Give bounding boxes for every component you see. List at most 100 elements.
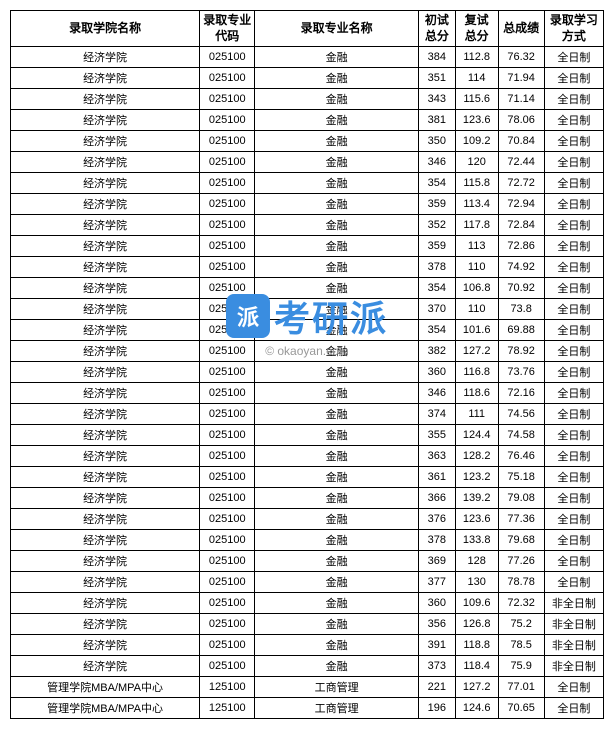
- table-header: 录取学院名称 录取专业代码 录取专业名称 初试总分 复试总分 总成绩 录取学习方…: [11, 11, 604, 47]
- table-row: 经济学院025100金融37811074.92全日制: [11, 257, 604, 278]
- cell-score2: 113: [455, 236, 498, 257]
- cell-score1: 354: [418, 173, 455, 194]
- cell-major: 金融: [255, 488, 419, 509]
- cell-code: 025100: [200, 509, 255, 530]
- cell-school: 经济学院: [11, 215, 200, 236]
- cell-code: 025100: [200, 656, 255, 677]
- table-row: 经济学院025100金融35111471.94全日制: [11, 68, 604, 89]
- cell-total: 78.78: [498, 572, 544, 593]
- cell-school: 经济学院: [11, 425, 200, 446]
- cell-school: 经济学院: [11, 68, 200, 89]
- cell-major: 金融: [255, 299, 419, 320]
- cell-major: 金融: [255, 404, 419, 425]
- cell-total: 69.88: [498, 320, 544, 341]
- cell-code: 125100: [200, 677, 255, 698]
- cell-code: 025100: [200, 593, 255, 614]
- cell-code: 025100: [200, 257, 255, 278]
- cell-school: 经济学院: [11, 89, 200, 110]
- cell-score2: 123.6: [455, 509, 498, 530]
- cell-mode: 全日制: [544, 110, 603, 131]
- cell-code: 025100: [200, 425, 255, 446]
- cell-score1: 391: [418, 635, 455, 656]
- cell-code: 025100: [200, 215, 255, 236]
- cell-score2: 109.6: [455, 593, 498, 614]
- cell-school: 经济学院: [11, 551, 200, 572]
- cell-total: 78.92: [498, 341, 544, 362]
- cell-mode: 全日制: [544, 257, 603, 278]
- table-row: 经济学院025100金融360109.672.32非全日制: [11, 593, 604, 614]
- cell-score1: 363: [418, 446, 455, 467]
- cell-total: 72.94: [498, 194, 544, 215]
- cell-score2: 120: [455, 152, 498, 173]
- cell-major: 金融: [255, 425, 419, 446]
- cell-mode: 全日制: [544, 152, 603, 173]
- cell-code: 025100: [200, 173, 255, 194]
- cell-major: 金融: [255, 656, 419, 677]
- cell-mode: 全日制: [544, 572, 603, 593]
- cell-score1: 359: [418, 194, 455, 215]
- cell-school: 经济学院: [11, 635, 200, 656]
- cell-school: 经济学院: [11, 278, 200, 299]
- cell-score2: 127.2: [455, 341, 498, 362]
- cell-major: 工商管理: [255, 677, 419, 698]
- cell-total: 73.76: [498, 362, 544, 383]
- cell-score1: 359: [418, 236, 455, 257]
- cell-code: 025100: [200, 572, 255, 593]
- cell-major: 金融: [255, 257, 419, 278]
- cell-mode: 全日制: [544, 530, 603, 551]
- cell-total: 79.08: [498, 488, 544, 509]
- table-row: 经济学院025100金融378133.879.68全日制: [11, 530, 604, 551]
- cell-score2: 111: [455, 404, 498, 425]
- cell-mode: 全日制: [544, 320, 603, 341]
- table-row: 经济学院025100金融346118.672.16全日制: [11, 383, 604, 404]
- cell-score2: 106.8: [455, 278, 498, 299]
- cell-code: 025100: [200, 383, 255, 404]
- cell-score2: 139.2: [455, 488, 498, 509]
- cell-score2: 115.6: [455, 89, 498, 110]
- cell-score1: 376: [418, 509, 455, 530]
- cell-school: 经济学院: [11, 530, 200, 551]
- table-row: 经济学院025100金融391118.878.5非全日制: [11, 635, 604, 656]
- cell-school: 经济学院: [11, 173, 200, 194]
- cell-mode: 全日制: [544, 362, 603, 383]
- cell-score1: 346: [418, 383, 455, 404]
- cell-score1: 361: [418, 467, 455, 488]
- cell-score1: 360: [418, 362, 455, 383]
- cell-total: 72.44: [498, 152, 544, 173]
- cell-code: 025100: [200, 131, 255, 152]
- cell-total: 71.94: [498, 68, 544, 89]
- table-row: 经济学院025100金融37011073.8全日制: [11, 299, 604, 320]
- cell-major: 金融: [255, 551, 419, 572]
- cell-code: 025100: [200, 551, 255, 572]
- cell-score1: 382: [418, 341, 455, 362]
- cell-total: 70.65: [498, 698, 544, 719]
- cell-school: 经济学院: [11, 488, 200, 509]
- cell-school: 经济学院: [11, 257, 200, 278]
- cell-mode: 全日制: [544, 47, 603, 68]
- table-row: 经济学院025100金融373118.475.9非全日制: [11, 656, 604, 677]
- header-mode: 录取学习方式: [544, 11, 603, 47]
- cell-score1: 350: [418, 131, 455, 152]
- cell-code: 025100: [200, 446, 255, 467]
- cell-score2: 110: [455, 257, 498, 278]
- cell-mode: 全日制: [544, 467, 603, 488]
- cell-code: 025100: [200, 68, 255, 89]
- table-row: 经济学院025100金融35911372.86全日制: [11, 236, 604, 257]
- cell-mode: 全日制: [544, 425, 603, 446]
- cell-code: 025100: [200, 341, 255, 362]
- cell-school: 经济学院: [11, 341, 200, 362]
- cell-school: 经济学院: [11, 194, 200, 215]
- cell-total: 75.2: [498, 614, 544, 635]
- cell-score2: 116.8: [455, 362, 498, 383]
- cell-score1: 377: [418, 572, 455, 593]
- cell-mode: 全日制: [544, 509, 603, 530]
- cell-total: 72.84: [498, 215, 544, 236]
- cell-school: 管理学院MBA/MPA中心: [11, 698, 200, 719]
- cell-major: 金融: [255, 467, 419, 488]
- cell-score2: 133.8: [455, 530, 498, 551]
- table-row: 经济学院025100金融366139.279.08全日制: [11, 488, 604, 509]
- cell-mode: 全日制: [544, 194, 603, 215]
- cell-total: 72.16: [498, 383, 544, 404]
- cell-score1: 381: [418, 110, 455, 131]
- cell-school: 经济学院: [11, 572, 200, 593]
